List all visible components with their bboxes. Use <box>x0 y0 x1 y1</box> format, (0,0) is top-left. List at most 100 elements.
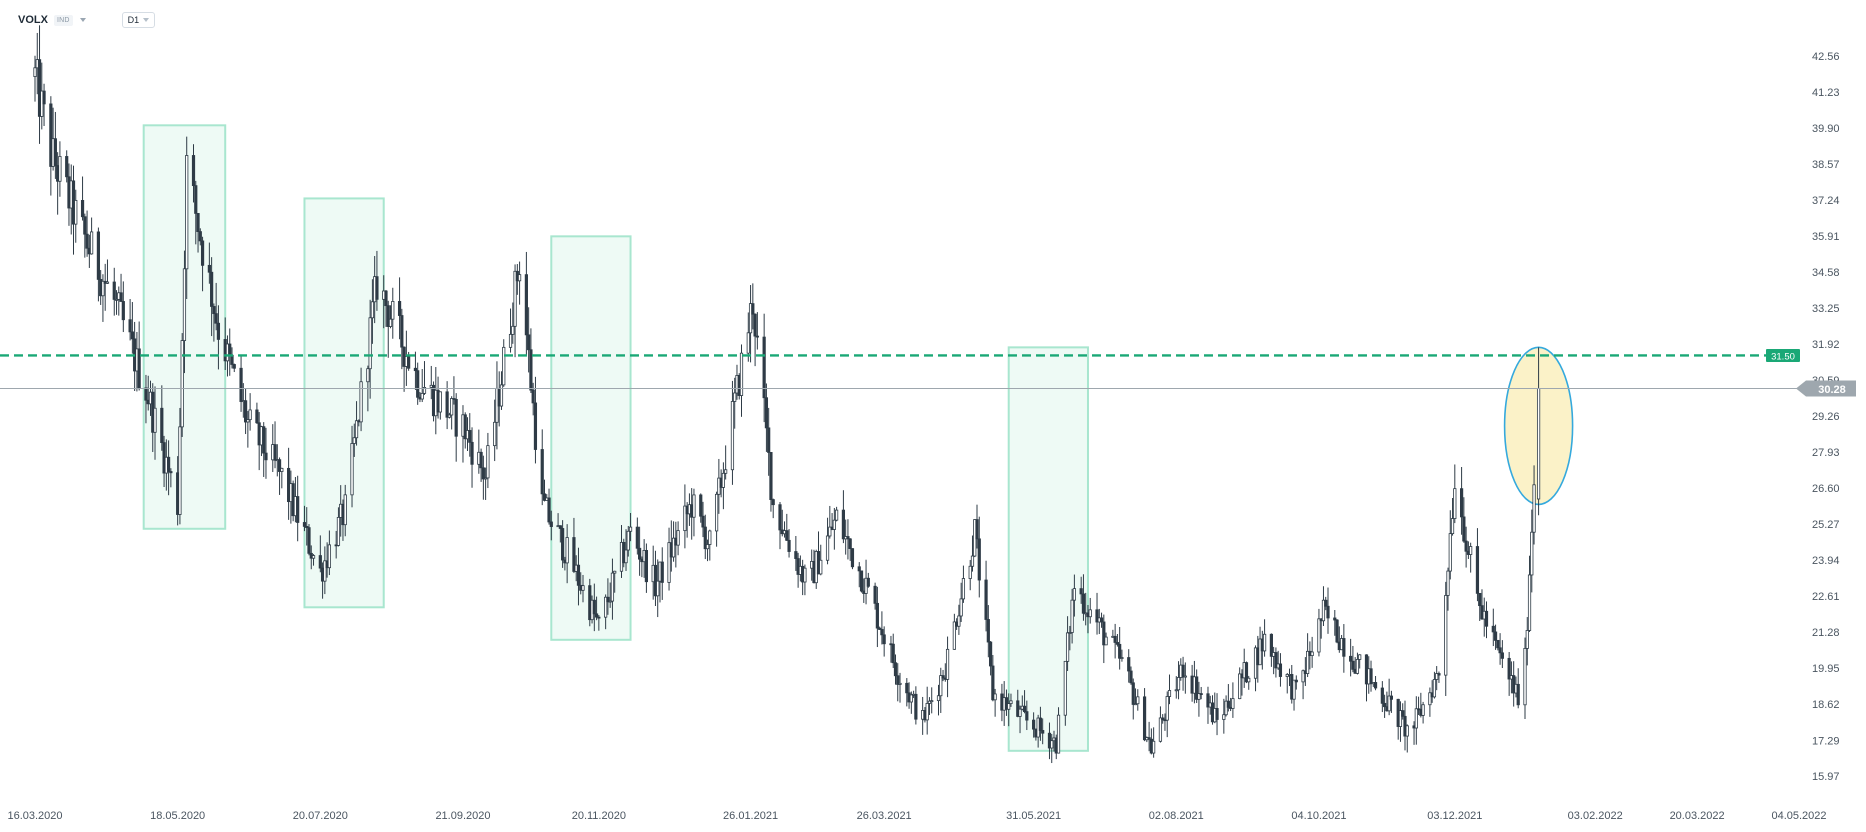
candle-body <box>1063 660 1067 716</box>
candle-body <box>1398 710 1403 727</box>
candle-body <box>767 427 771 453</box>
chevron-down-icon[interactable] <box>79 18 86 22</box>
candle-body <box>866 577 870 587</box>
x-tick-label: 31.05.2021 <box>1006 810 1061 822</box>
candle-body <box>1195 676 1199 700</box>
candle-body <box>354 420 359 439</box>
consolidation-zone[interactable] <box>550 235 632 641</box>
candle-body <box>835 509 839 521</box>
candle-body <box>925 702 929 721</box>
candle-body <box>1197 693 1201 700</box>
candle-body <box>1459 488 1464 518</box>
candle-body <box>1484 610 1489 627</box>
candle-body <box>83 216 87 235</box>
candle-body <box>350 443 354 496</box>
candle-body <box>112 281 116 300</box>
y-tick-label: 31.92 <box>1812 339 1840 351</box>
candle-body <box>699 494 703 517</box>
symbol-label[interactable]: VOLX <box>18 14 48 26</box>
candle-body <box>198 231 202 242</box>
candle-body <box>481 467 485 480</box>
candle-body <box>1079 588 1083 595</box>
candle-body <box>153 407 157 433</box>
candle-body <box>248 409 252 421</box>
candle-body <box>859 570 864 592</box>
interval-label: D1 <box>127 15 140 25</box>
candle-body <box>1448 533 1452 572</box>
chart-toolbar: VOLX IND D1 <box>18 12 156 28</box>
candle-body <box>468 430 472 443</box>
candle-body <box>1530 531 1534 576</box>
candle-body <box>941 675 945 679</box>
candle-body <box>1536 388 1541 500</box>
x-tick-label: 21.09.2020 <box>435 810 490 822</box>
candle-body <box>850 548 855 568</box>
candle-body <box>828 526 832 537</box>
x-tick-label: 18.05.2020 <box>150 810 205 822</box>
candle-body <box>1523 648 1527 706</box>
candle-body <box>1068 632 1072 634</box>
candle-body <box>667 542 671 583</box>
interval-selector[interactable]: D1 <box>121 12 156 28</box>
candle-body <box>243 400 248 423</box>
candle-body <box>1326 605 1330 619</box>
candle-body <box>692 494 696 518</box>
candle-body <box>1294 679 1298 683</box>
candle-body <box>447 414 451 418</box>
y-tick-label: 18.62 <box>1812 699 1840 711</box>
candle-body <box>1389 695 1394 700</box>
y-tick-label: 38.57 <box>1812 159 1840 171</box>
candle-body <box>531 389 535 404</box>
consolidation-zone[interactable] <box>303 197 385 609</box>
candle-body <box>85 233 89 249</box>
candle-body <box>255 409 259 424</box>
candle-body <box>438 391 442 413</box>
candle-body <box>597 616 601 619</box>
candle-body <box>513 270 517 327</box>
candle-body <box>991 665 995 701</box>
candle-body <box>264 452 268 461</box>
candle-body <box>905 682 909 694</box>
candle-body <box>1147 737 1151 740</box>
x-tick-label: 20.07.2020 <box>293 810 348 822</box>
candle-body <box>484 477 488 480</box>
candle-body <box>1142 696 1147 741</box>
candle-body <box>975 519 979 540</box>
candle-body <box>185 155 189 270</box>
candle-body <box>1380 687 1384 704</box>
candle-body <box>212 306 216 315</box>
candle-body <box>733 392 737 402</box>
candle-body <box>755 335 759 338</box>
candle-body <box>961 578 966 600</box>
candle-body <box>1056 714 1061 754</box>
candle-body <box>891 643 895 664</box>
symbol-type-badge: IND <box>53 14 73 26</box>
candle-body <box>1032 719 1036 730</box>
candle-body <box>762 336 766 399</box>
candle-body <box>101 280 105 297</box>
candle-body <box>1358 654 1362 660</box>
candle-body <box>416 370 420 398</box>
candle-body <box>1532 484 1536 533</box>
candle-body <box>1007 703 1011 710</box>
candle-body <box>875 602 879 629</box>
consolidation-zone[interactable] <box>1007 346 1089 752</box>
candle-body <box>239 367 243 402</box>
candle-body <box>771 499 775 506</box>
candle-body <box>1475 546 1480 594</box>
candle-body <box>945 648 950 680</box>
candle-body <box>311 555 316 559</box>
y-tick-label: 26.60 <box>1812 483 1840 495</box>
candle-body <box>1414 708 1418 729</box>
candle-body <box>882 634 886 645</box>
candle-body <box>644 550 648 583</box>
candle-body <box>180 340 184 428</box>
candle-body <box>49 103 53 167</box>
candle-body <box>1050 740 1054 749</box>
candle-body <box>988 641 993 667</box>
candle-body <box>540 449 544 495</box>
candle-body <box>1401 710 1405 717</box>
candle-body <box>683 505 687 532</box>
